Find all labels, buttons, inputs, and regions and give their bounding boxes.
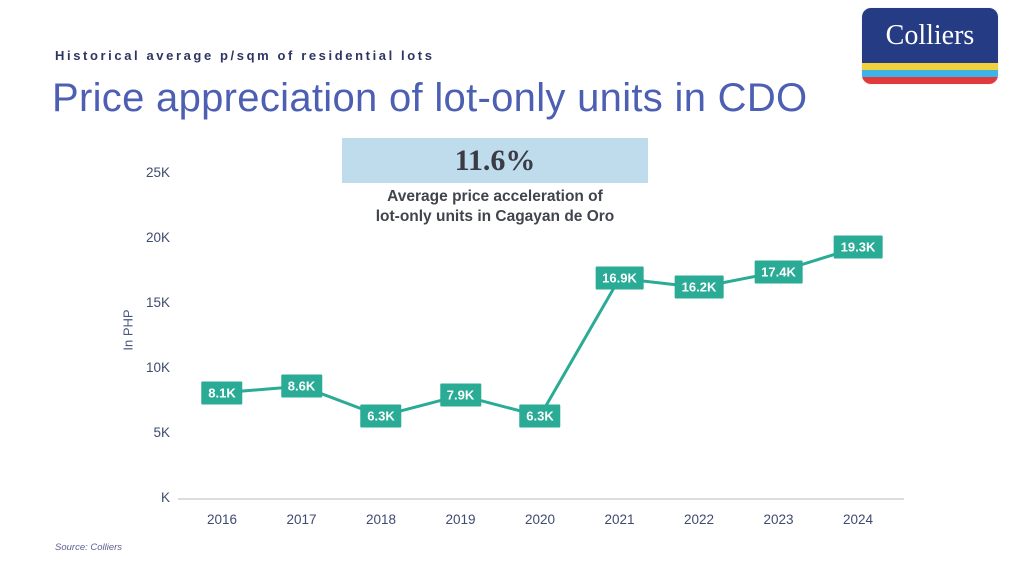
x-tick-2017: 2017 bbox=[286, 512, 317, 527]
y-tick-K: K bbox=[160, 490, 170, 505]
data-point-label-2024: 19.3K bbox=[833, 235, 883, 259]
logo-stripe-cyan bbox=[862, 70, 998, 77]
x-axis-line bbox=[178, 498, 904, 500]
highlight-caption-line2: lot-only units in Cagayan de Oro bbox=[375, 208, 615, 225]
x-tick-2018: 2018 bbox=[365, 512, 397, 527]
logo-stripe-red bbox=[862, 77, 998, 84]
highlight-stat-value: 11.6% bbox=[454, 143, 536, 177]
data-point-label-2020: 6.3K bbox=[519, 404, 561, 428]
y-tick-5K: 5K bbox=[153, 425, 170, 440]
colliers-logo-wordmark: Colliers bbox=[885, 19, 975, 51]
data-point-label-2022: 16.2K bbox=[674, 275, 724, 299]
x-tick-2022: 2022 bbox=[683, 512, 715, 527]
data-point-label-2019: 7.9K bbox=[439, 383, 482, 407]
y-tick-25K: 25K bbox=[145, 165, 170, 180]
data-point-label-2017: 8.6K bbox=[280, 374, 323, 398]
page-title: Price appreciation of lot-only units in … bbox=[52, 76, 808, 120]
eyebrow-subtitle: Historical average p/sqm of residential … bbox=[55, 48, 435, 63]
highlight-stat-caption: Average price acceleration of lot-only u… bbox=[317, 187, 673, 227]
x-tick-2016: 2016 bbox=[206, 512, 238, 527]
y-tick-20K: 20K bbox=[145, 230, 170, 245]
x-tick-2019: 2019 bbox=[445, 512, 476, 527]
highlight-stat-box: 11.6% bbox=[342, 138, 648, 183]
logo-stripe-yellow bbox=[862, 63, 998, 70]
y-tick-10K: 10K bbox=[145, 360, 170, 375]
colliers-logo: Colliers bbox=[862, 8, 998, 84]
data-point-label-2018: 6.3K bbox=[360, 404, 402, 428]
data-point-label-2021: 16.9K bbox=[595, 266, 644, 290]
source-note: Source: Colliers bbox=[55, 542, 123, 553]
highlight-caption-line1: Average price acceleration of bbox=[387, 188, 603, 205]
data-point-label-2023: 17.4K bbox=[754, 260, 803, 284]
x-tick-2020: 2020 bbox=[524, 512, 556, 527]
x-tick-2021: 2021 bbox=[604, 512, 635, 527]
y-tick-15K: 15K bbox=[145, 295, 170, 310]
colliers-logo-field: Colliers bbox=[862, 8, 998, 63]
x-tick-2024: 2024 bbox=[842, 512, 874, 527]
x-tick-2023: 2023 bbox=[763, 512, 794, 527]
data-point-label-2016: 8.1K bbox=[201, 381, 243, 405]
y-axis-label: In PHP bbox=[120, 309, 136, 351]
